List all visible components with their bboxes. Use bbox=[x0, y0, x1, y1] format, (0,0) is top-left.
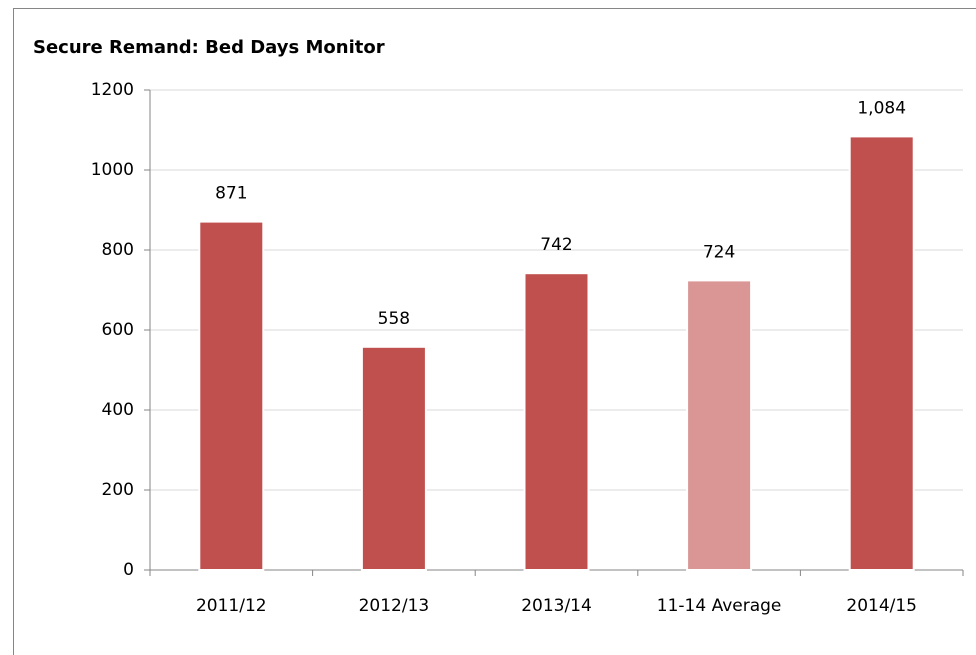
y-tick-label: 200 bbox=[102, 480, 134, 500]
data-label: 558 bbox=[378, 309, 410, 329]
bar bbox=[686, 279, 753, 571]
bar bbox=[848, 135, 915, 571]
data-label: 1,084 bbox=[857, 98, 906, 118]
bar bbox=[360, 345, 427, 571]
y-tick-label: 0 bbox=[123, 560, 134, 580]
chart-title: Secure Remand: Bed Days Monitor bbox=[33, 37, 385, 58]
x-tick-label: 2012/13 bbox=[359, 596, 430, 616]
bar bbox=[523, 272, 590, 571]
x-tick-label: 2011/12 bbox=[196, 596, 267, 616]
data-label: 871 bbox=[215, 184, 247, 204]
data-label: 724 bbox=[703, 242, 735, 262]
y-tick-label: 400 bbox=[102, 400, 134, 420]
chart-frame bbox=[13, 8, 976, 655]
x-tick-label: 2013/14 bbox=[521, 596, 592, 616]
y-tick-label: 1200 bbox=[91, 80, 134, 100]
y-tick-label: 600 bbox=[102, 320, 134, 340]
data-label: 742 bbox=[540, 235, 572, 255]
y-tick-label: 1000 bbox=[91, 160, 134, 180]
y-tick-label: 800 bbox=[102, 240, 134, 260]
bar bbox=[198, 220, 265, 571]
x-tick-label: 2014/15 bbox=[846, 596, 917, 616]
x-tick-label: 11-14 Average bbox=[657, 596, 782, 616]
